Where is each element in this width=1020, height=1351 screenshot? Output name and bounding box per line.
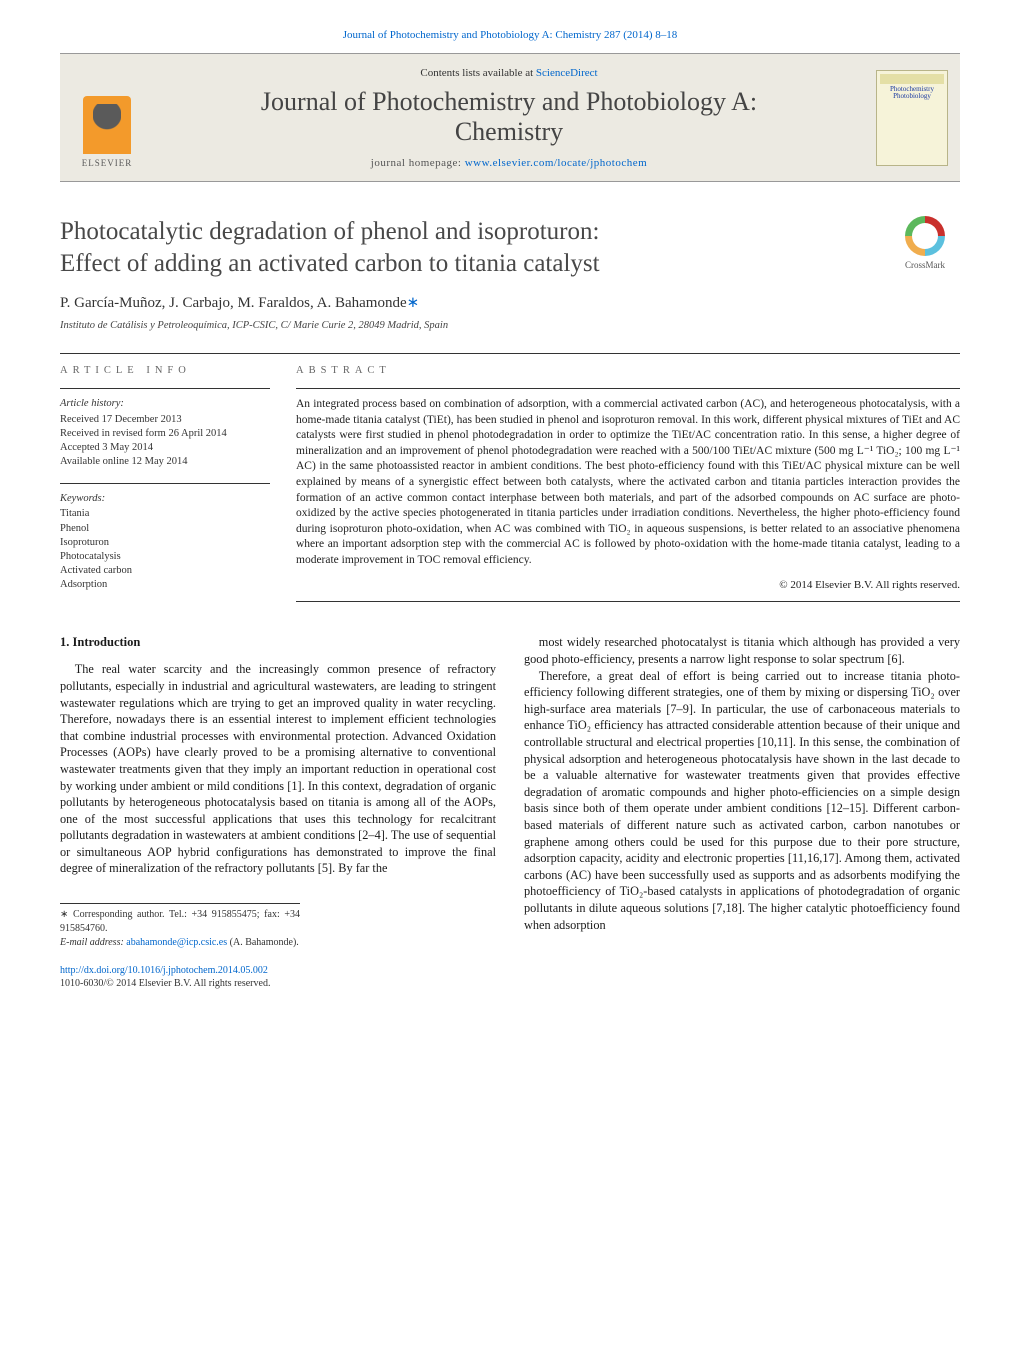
history-online: Available online 12 May 2014 <box>60 455 270 469</box>
corresponding-author-note: ∗ Corresponding author. Tel.: +34 915855… <box>60 908 300 935</box>
intro-para-1: The real water scarcity and the increasi… <box>60 661 496 877</box>
intro-para-3: Therefore, a great deal of effort is bei… <box>524 668 960 934</box>
crossmark-label: CrossMark <box>905 259 945 271</box>
issn-copyright: 1010-6030/© 2014 Elsevier B.V. All right… <box>60 978 270 989</box>
keyword-4: Activated carbon <box>60 564 270 578</box>
running-header: Journal of Photochemistry and Photobiolo… <box>60 28 960 43</box>
history-received: Received 17 December 2013 <box>60 413 270 427</box>
journal-masthead: ELSEVIER Contents lists available at Sci… <box>60 53 960 182</box>
corresponding-asterisk: ∗ <box>407 295 420 311</box>
bottom-block: http://dx.doi.org/10.1016/j.jphotochem.2… <box>60 964 496 991</box>
running-header-link[interactable]: Journal of Photochemistry and Photobiolo… <box>343 29 678 41</box>
keywords-rule <box>60 483 270 484</box>
section-number: 1. <box>60 635 69 649</box>
abstract-bottom-rule <box>296 601 960 602</box>
article-title: Photocatalytic degradation of phenol and… <box>60 216 872 279</box>
section-rule-top <box>60 353 960 354</box>
doi-link[interactable]: http://dx.doi.org/10.1016/j.jphotochem.2… <box>60 965 268 976</box>
journal-title-line1: Journal of Photochemistry and Photobiolo… <box>261 87 757 116</box>
section-heading-1: 1. Introduction <box>60 634 496 651</box>
body-col-right: most widely researched photocatalyst is … <box>524 634 960 990</box>
contents-lists-line: Contents lists available at ScienceDirec… <box>156 66 862 81</box>
article-title-line1: Photocatalytic degradation of phenol and… <box>60 218 599 245</box>
cover-title-b: Photobiology <box>880 93 944 101</box>
crossmark-widget[interactable]: CrossMark <box>890 216 960 271</box>
sciencedirect-link[interactable]: ScienceDirect <box>536 67 598 79</box>
article-history: Article history: Received 17 December 20… <box>60 397 270 469</box>
history-revised: Received in revised form 26 April 2014 <box>60 427 270 441</box>
abstract-heading: abstract <box>296 364 960 378</box>
email-paren: (A. Bahamonde). <box>227 937 299 948</box>
elsevier-logo: ELSEVIER <box>72 83 142 169</box>
article-info-heading: article info <box>60 364 270 378</box>
abstract-copyright: © 2014 Elsevier B.V. All rights reserved… <box>296 578 960 593</box>
body-col-left: 1. Introduction The real water scarcity … <box>60 634 496 990</box>
homepage-prefix: journal homepage: <box>371 157 465 169</box>
footnotes-block: ∗ Corresponding author. Tel.: +34 915855… <box>60 903 300 950</box>
info-rule <box>60 388 270 389</box>
history-accepted: Accepted 3 May 2014 <box>60 441 270 455</box>
keyword-2: Isoproturon <box>60 536 270 550</box>
keyword-3: Photocatalysis <box>60 550 270 564</box>
elsevier-tree-icon <box>83 96 131 154</box>
contents-prefix: Contents lists available at <box>420 67 535 79</box>
journal-title-line2: Chemistry <box>455 117 563 146</box>
article-title-line2: Effect of adding an activated carbon to … <box>60 250 600 277</box>
keyword-0: Titania <box>60 507 270 521</box>
journal-cover-thumbnail: Photochemistry Photobiology <box>876 70 948 166</box>
journal-homepage-line: journal homepage: www.elsevier.com/locat… <box>156 156 862 171</box>
body-two-column: 1. Introduction The real water scarcity … <box>60 634 960 990</box>
elsevier-wordmark: ELSEVIER <box>82 157 133 169</box>
keywords-block: Keywords: Titania Phenol Isoproturon Pho… <box>60 492 270 592</box>
journal-homepage-link[interactable]: www.elsevier.com/locate/jphotochem <box>465 157 647 169</box>
history-label: Article history: <box>60 397 270 411</box>
email-label: E-mail address: <box>60 937 126 948</box>
affiliation: Instituto de Catálisis y Petroleoquímica… <box>60 319 960 333</box>
crossmark-icon <box>905 216 945 256</box>
author-list: P. García-Muñoz, J. Carbajo, M. Faraldos… <box>60 293 960 313</box>
corresponding-email-link[interactable]: abahamonde@icp.csic.es <box>126 937 227 948</box>
abstract-text: An integrated process based on combinati… <box>296 397 960 568</box>
keyword-5: Adsorption <box>60 578 270 592</box>
authors-text: P. García-Muñoz, J. Carbajo, M. Faraldos… <box>60 295 407 311</box>
email-line: E-mail address: abahamonde@icp.csic.es (… <box>60 936 300 950</box>
keyword-1: Phenol <box>60 522 270 536</box>
publisher-logo-wrap: ELSEVIER <box>68 60 146 175</box>
journal-title: Journal of Photochemistry and Photobiolo… <box>156 87 862 147</box>
intro-para-2: most widely researched photocatalyst is … <box>524 634 960 667</box>
section-title: Introduction <box>73 635 141 649</box>
keywords-label: Keywords: <box>60 492 270 506</box>
abstract-rule <box>296 388 960 389</box>
